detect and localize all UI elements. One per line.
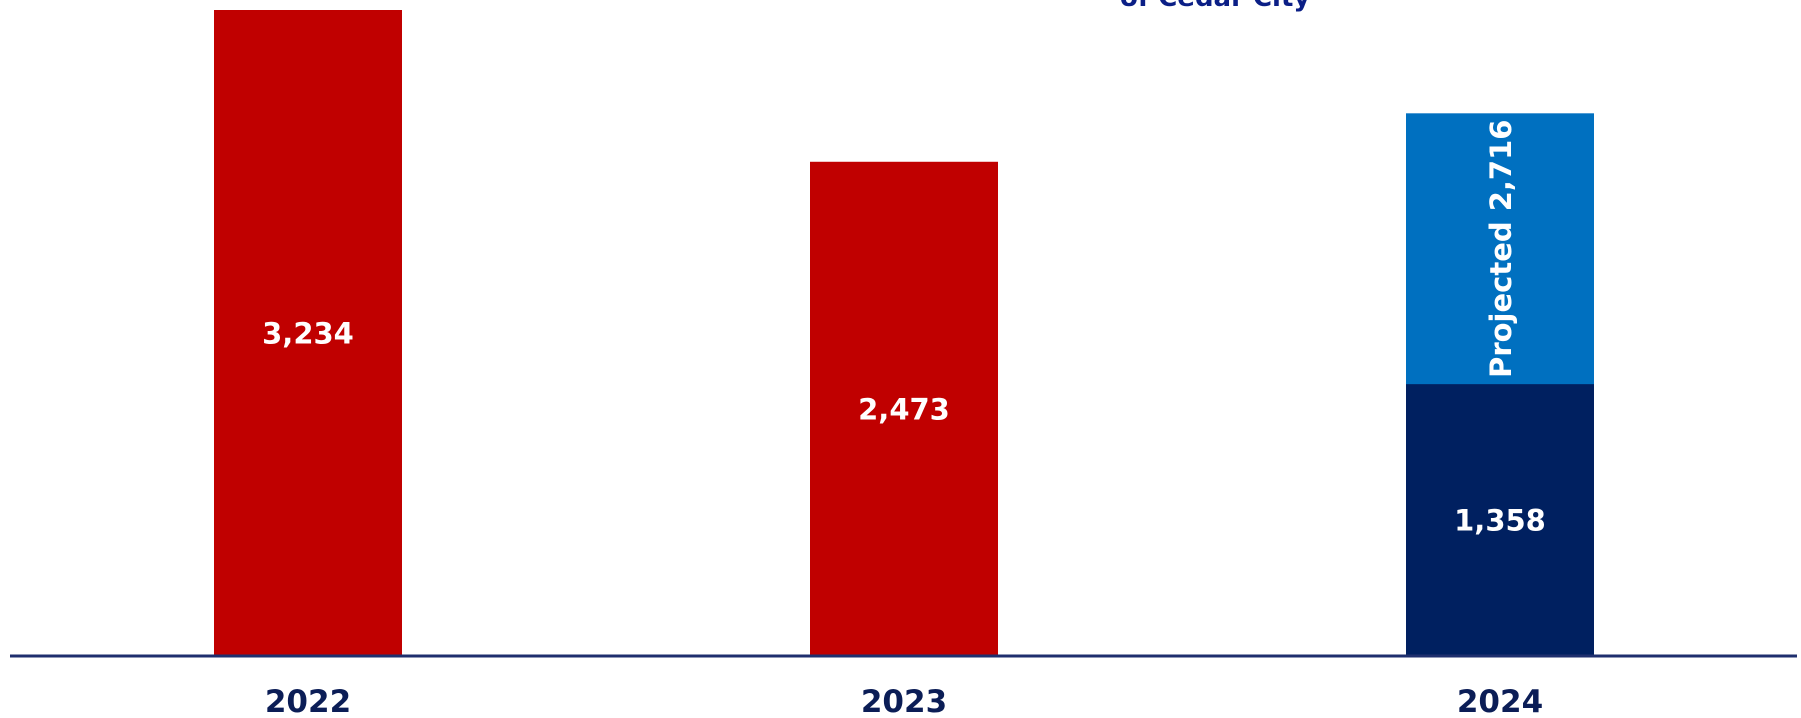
tick-labels-group: 2022 2023 2024 (265, 684, 1543, 718)
bars-group (214, 10, 1594, 656)
projected-label: Projected 2,716 (1484, 120, 1518, 378)
data-label-2024: 1,358 (1454, 504, 1546, 538)
bar-2024-actual (1406, 384, 1594, 655)
x-tick-2023: 2023 (861, 684, 947, 718)
x-tick-2024: 2024 (1457, 684, 1543, 718)
chart-title: of Cedar City (1120, 0, 1310, 13)
bar-2023 (810, 161, 998, 656)
data-label-2022: 3,234 (262, 317, 354, 351)
bar-2022 (214, 10, 402, 655)
x-tick-2022: 2022 (265, 684, 351, 718)
labels-group: 3,234 2,473 1,358 Projected 2,716 (262, 120, 1546, 538)
data-label-2023: 2,473 (858, 392, 950, 426)
